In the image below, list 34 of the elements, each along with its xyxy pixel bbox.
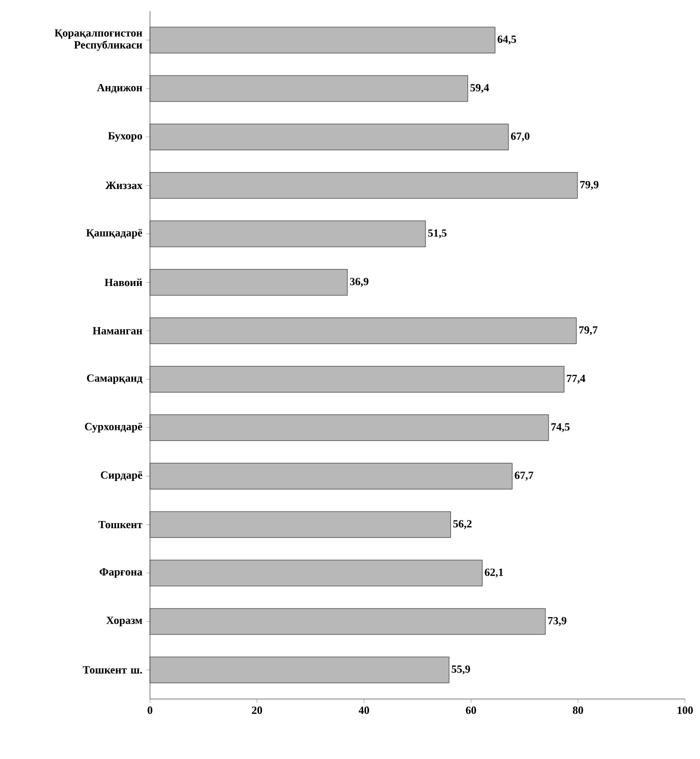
y-tick-label: Тошкент ш. <box>82 666 142 674</box>
x-tick-label: 80 <box>572 706 584 714</box>
data-label: 36,9 <box>350 278 368 287</box>
data-label: 77,4 <box>566 374 586 384</box>
data-label: 59,4 <box>470 84 489 94</box>
y-tick-label: Тошкент <box>98 520 142 528</box>
y-tick-label: Самарқанд <box>87 374 142 384</box>
data-label: 51,5 <box>428 229 447 238</box>
y-tick-label: Наманган <box>92 327 142 334</box>
data-label: 79,9 <box>580 180 598 190</box>
y-tick-label: Қорақалпоғистон Республикаси <box>54 29 142 51</box>
data-label: 55,9 <box>452 665 470 674</box>
x-tick-label: 100 <box>678 706 693 714</box>
x-tick-label: 20 <box>252 706 262 714</box>
y-tick-label: Навоий <box>104 278 142 286</box>
y-tick-label: Хоразм <box>106 616 142 626</box>
y-tick-label: Сирдарё <box>100 471 142 481</box>
data-label: 79,7 <box>579 326 598 336</box>
data-label: 64,5 <box>498 36 516 45</box>
y-tick-label: Фарғона <box>100 568 142 578</box>
y-tick-label: Сурхондарё <box>84 422 142 433</box>
y-tick-label: Қашқадарё <box>86 229 142 239</box>
x-tick-label: 60 <box>466 706 476 714</box>
data-label: 67,0 <box>511 132 530 142</box>
y-tick-label: Бухоро <box>108 132 142 142</box>
x-tick-label: 40 <box>358 706 370 714</box>
y-tick-label: Жиззах <box>105 182 142 190</box>
data-label: 73,9 <box>548 617 566 626</box>
data-label: 67,7 <box>514 472 534 481</box>
data-label: 74,5 <box>551 423 570 432</box>
y-tick-label: Андижон <box>97 84 142 94</box>
data-label: 62,1 <box>484 568 504 578</box>
data-label: 56,2 <box>453 520 472 530</box>
x-tick-label: 0 <box>148 706 152 714</box>
